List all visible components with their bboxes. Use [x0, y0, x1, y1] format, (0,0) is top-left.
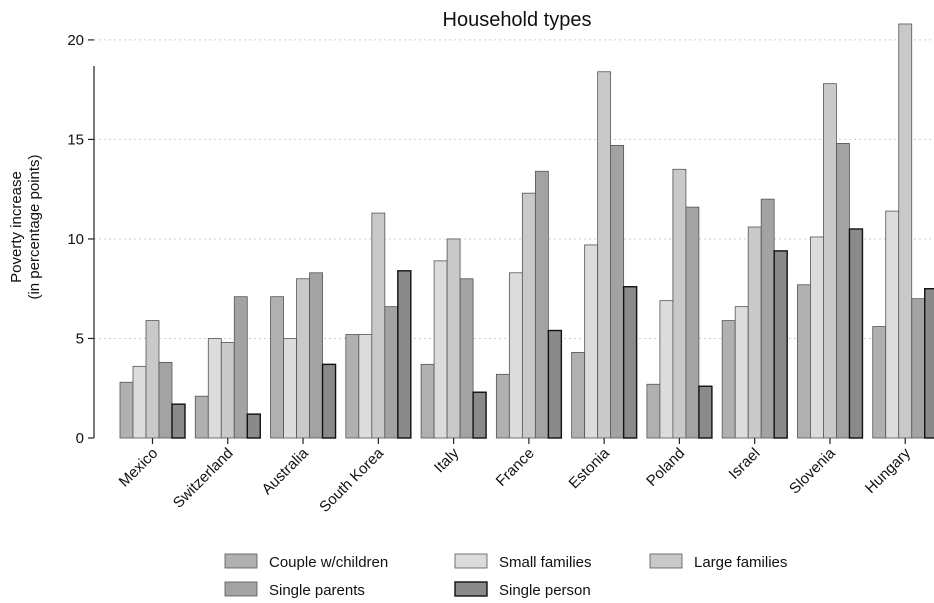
bar-poland-series-3 [685, 206, 700, 439]
x-ticks: Mexico Switzerland Australia South Korea Ita… [116, 438, 914, 516]
x-tick-label: Switzerland [170, 445, 237, 512]
bar-switzerland-series-2 [220, 342, 235, 439]
y-axis-label-line-2: (in percentage points) [26, 154, 43, 299]
legend-swatch-0 [224, 553, 258, 569]
bar-france-series-1 [508, 272, 523, 439]
x-tick-label: Italy [431, 444, 463, 476]
legend-swatch-1 [454, 553, 488, 569]
bar-mexico-series-4 [171, 403, 186, 439]
y-ticks: 0 5 10 15 20 [67, 32, 94, 447]
bar-france-series-0 [495, 373, 510, 439]
bar-slovenia-series-2 [823, 83, 837, 439]
bar-israel-series-3 [760, 198, 775, 439]
bar-south-korea-series-4 [397, 270, 412, 439]
bar-slovenia-series-1 [810, 236, 824, 439]
y-tick-label: 10 [67, 231, 84, 248]
bar-israel-series-1 [734, 306, 749, 439]
legend-label-4: Single person [499, 582, 591, 599]
bar-poland-series-2 [672, 168, 687, 439]
bar-switzerland-series-3 [233, 296, 248, 439]
bar-france-series-2 [521, 192, 536, 439]
bar-slovenia-series-0 [797, 284, 811, 439]
bar-hungary-series-0 [872, 326, 887, 439]
bar-switzerland-series-1 [207, 338, 222, 439]
y-axis-label: Poverty increase (in percentage points) [8, 154, 43, 299]
bar-israel-series-2 [747, 226, 762, 439]
bar-italy-series-4 [472, 391, 487, 439]
bar-israel-series-0 [721, 320, 736, 439]
x-tick-label: Israel [726, 445, 764, 483]
bar-australia-series-3 [309, 272, 323, 439]
x-tick-label: France [493, 445, 538, 490]
legend-label-3: Single parents [269, 582, 365, 599]
legend-swatch-4 [454, 581, 488, 597]
bar-italy-series-0 [420, 363, 435, 439]
bar-italy-series-3 [459, 278, 474, 439]
bar-france-series-4 [547, 329, 563, 439]
bar-south-korea-series-1 [358, 334, 373, 439]
bar-poland-series-4 [698, 385, 713, 439]
bar-australia-series-4 [321, 363, 337, 439]
legend-label-1: Small families [499, 554, 592, 571]
x-tick-label: South Korea [316, 444, 387, 515]
x-tick-label: Poland [643, 445, 688, 490]
bar-hungary-series-4 [924, 288, 934, 439]
legend-label-2: Large families [694, 554, 787, 571]
bar-hungary-series-2 [898, 23, 913, 439]
bar-mexico-series-3 [158, 361, 173, 439]
bar-hungary-series-1 [885, 210, 900, 439]
bar-slovenia-series-4 [848, 228, 864, 439]
legend-swatch-3 [224, 581, 258, 597]
bar-slovenia-series-3 [836, 143, 850, 439]
bar-hungary-series-3 [911, 298, 926, 439]
legend: Couple w/children Small families Large fam… [224, 553, 787, 599]
y-tick-label: 5 [76, 330, 84, 347]
bar-estonia-series-2 [597, 71, 612, 439]
bar-mexico-series-2 [145, 320, 160, 439]
legend-label-0: Couple w/children [269, 554, 388, 571]
bars [119, 23, 934, 439]
legend-swatch-2 [649, 553, 683, 569]
y-tick-label: 15 [67, 131, 84, 148]
bar-mexico-series-1 [132, 365, 147, 439]
bar-south-korea-series-3 [384, 306, 399, 439]
bar-estonia-series-1 [584, 244, 599, 439]
bar-france-series-3 [534, 170, 549, 439]
bar-italy-series-2 [446, 238, 461, 439]
chart-title: Household types [443, 9, 592, 31]
x-tick-label: Slovenia [786, 444, 839, 497]
y-tick-label: 0 [76, 430, 84, 447]
bar-israel-series-4 [773, 250, 788, 439]
bar-italy-series-1 [433, 260, 448, 439]
x-tick-label: Hungary [862, 444, 914, 496]
bar-australia-series-2 [296, 278, 310, 439]
bar-mexico-series-0 [119, 381, 134, 439]
bar-australia-series-1 [283, 338, 297, 439]
y-tick-label: 20 [67, 32, 84, 49]
y-axis-label-line-1: Poverty increase [8, 171, 25, 283]
bar-switzerland-series-0 [194, 395, 209, 439]
bar-switzerland-series-4 [246, 413, 261, 439]
bar-south-korea-series-0 [345, 334, 360, 439]
bar-poland-series-0 [646, 383, 661, 439]
bar-estonia-series-0 [571, 352, 586, 439]
x-tick-label: Estonia [566, 444, 614, 492]
bar-poland-series-1 [659, 300, 674, 439]
bar-estonia-series-3 [610, 144, 625, 439]
bar-australia-series-0 [270, 296, 284, 439]
x-tick-label: Australia [259, 444, 313, 498]
bar-estonia-series-4 [622, 286, 638, 439]
bar-south-korea-series-2 [371, 212, 386, 439]
x-tick-label: Mexico [116, 445, 162, 491]
